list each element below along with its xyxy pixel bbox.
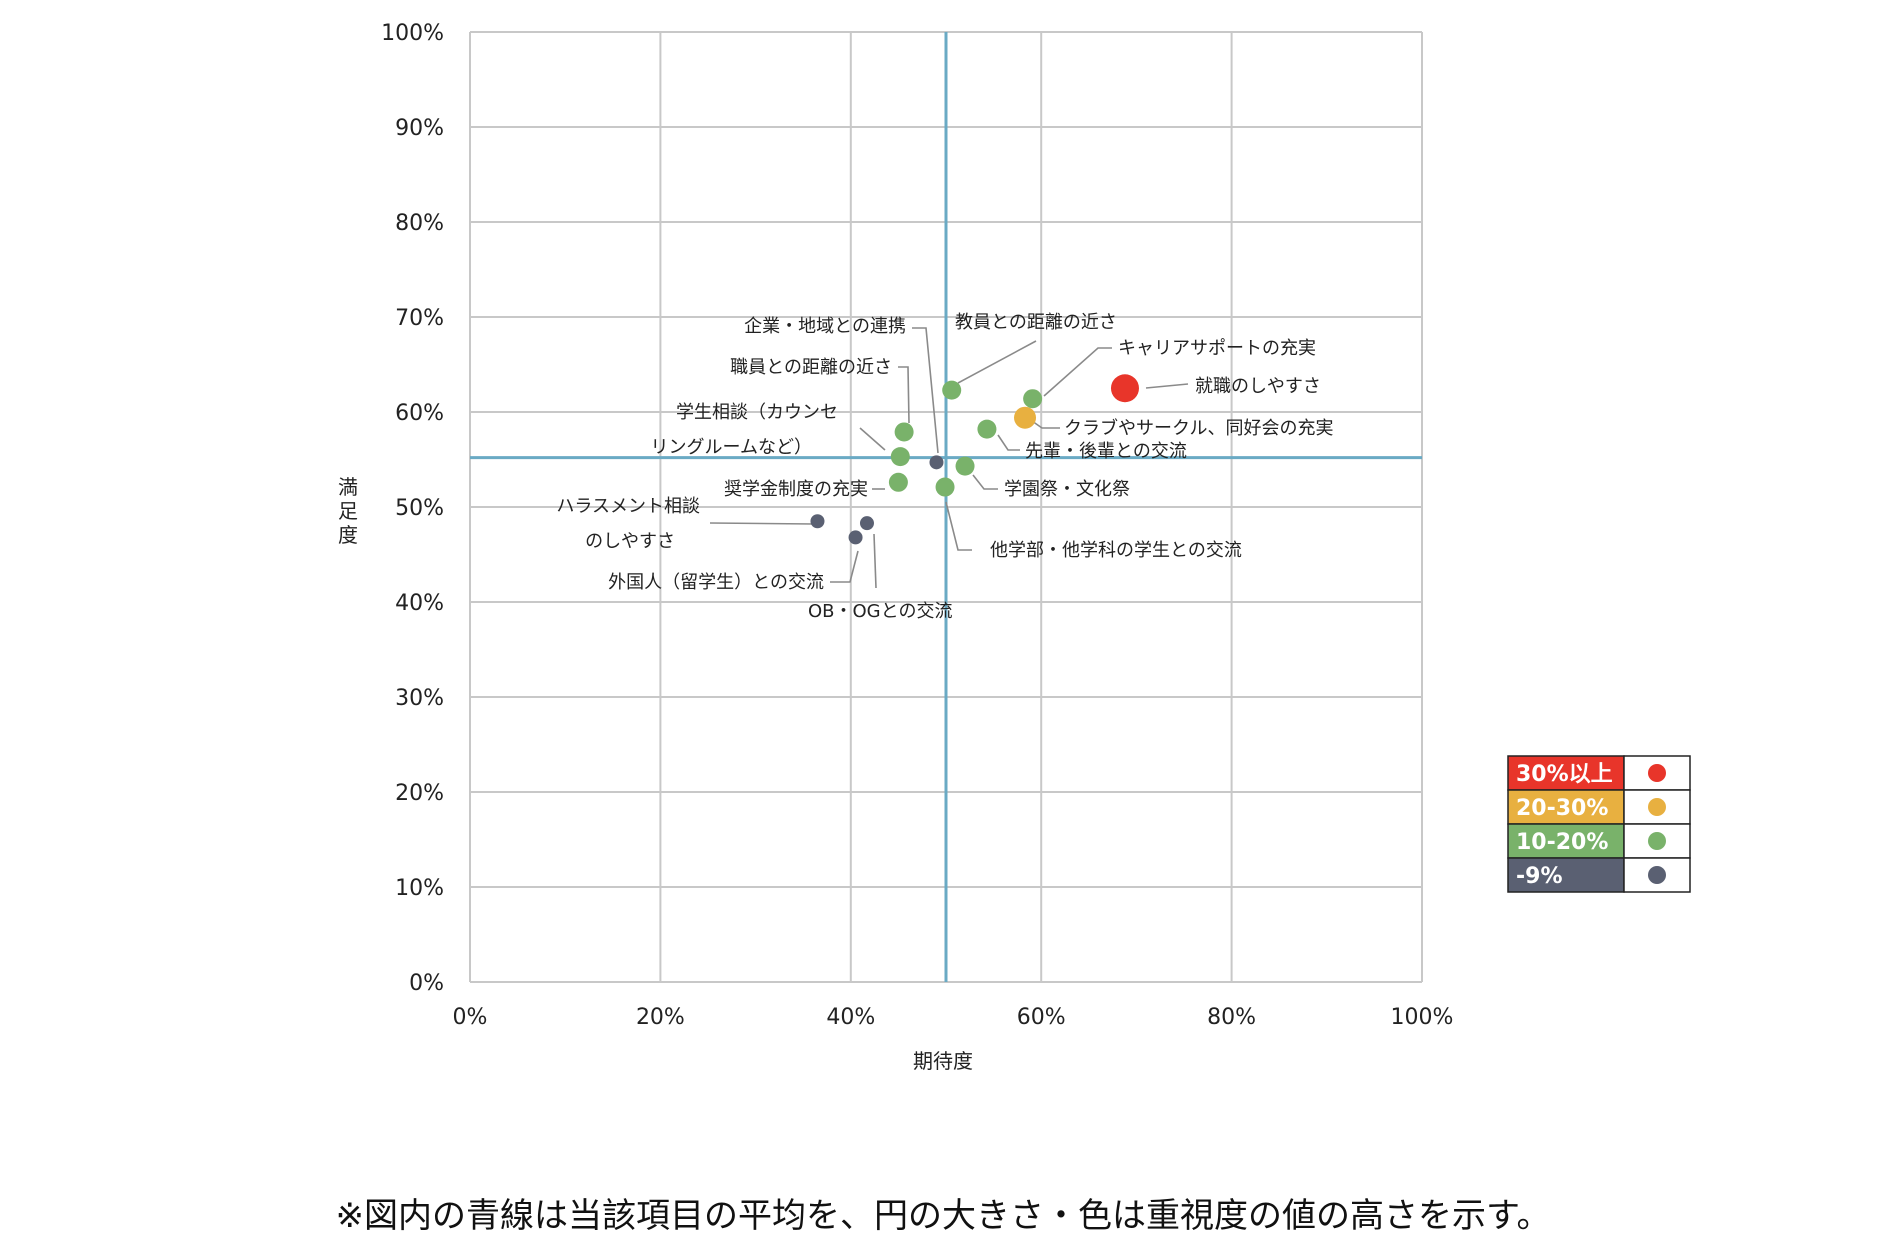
y-tick-label: 10% xyxy=(395,876,444,901)
point-label: 学生相談（カウンセ xyxy=(676,402,838,423)
x-tick-label: 100% xyxy=(1391,1005,1454,1030)
point-label: 企業・地域との連携 xyxy=(744,316,906,337)
leader-line xyxy=(1043,347,1112,397)
leader-line xyxy=(945,501,972,551)
data-point xyxy=(977,419,997,439)
footnote: ※図内の青線は当該項目の平均を、円の大きさ・色は重視度の値の高さを示す。 xyxy=(335,1196,1551,1236)
point-label: 学園祭・文化祭 xyxy=(1004,479,1130,500)
data-point xyxy=(888,472,908,492)
leader-line xyxy=(898,366,910,424)
point-label: 教員との距離の近さ xyxy=(955,312,1117,333)
point-label: 奨学金制度の充実 xyxy=(724,479,868,500)
x-tick-label: 80% xyxy=(1207,1005,1256,1030)
x-tick-label: 0% xyxy=(453,1005,488,1030)
x-tick-label: 60% xyxy=(1017,1005,1066,1030)
leader-line xyxy=(912,327,939,454)
point-label: のしやすさ xyxy=(585,531,675,552)
data-point xyxy=(935,477,955,497)
legend-marker xyxy=(1648,764,1666,782)
legend-marker xyxy=(1648,832,1666,850)
leader-line xyxy=(1145,383,1189,389)
legend-marker xyxy=(1648,866,1666,884)
y-axis-title: 満足度 xyxy=(338,475,358,547)
legend-label: 30%以上 xyxy=(1516,762,1613,787)
legend-label: 20-30% xyxy=(1516,796,1608,821)
data-point xyxy=(810,514,825,529)
x-tick-label: 40% xyxy=(826,1005,875,1030)
y-tick-label: 80% xyxy=(395,211,444,236)
leader-line xyxy=(957,340,1037,384)
legend-marker xyxy=(1648,798,1666,816)
label-leaders xyxy=(709,327,1189,589)
point-label: 他学部・他学科の学生との交流 xyxy=(990,540,1242,561)
leader-line xyxy=(709,522,815,525)
point-label: 外国人（留学生）との交流 xyxy=(608,572,824,593)
y-tick-label: 70% xyxy=(395,306,444,331)
leader-line xyxy=(997,434,1020,451)
point-label: 先輩・後輩との交流 xyxy=(1025,441,1187,462)
data-point xyxy=(942,380,962,400)
leader-line xyxy=(972,474,998,490)
data-point xyxy=(848,530,863,545)
mean-lines xyxy=(470,32,1422,982)
point-label: クラブやサークル、同好会の充実 xyxy=(1064,417,1333,439)
legend-label: -9% xyxy=(1516,864,1562,889)
data-point xyxy=(894,422,914,442)
y-tick-label: 90% xyxy=(395,116,444,141)
data-point xyxy=(1014,406,1037,429)
point-label: OB・OGとの交流 xyxy=(808,601,952,622)
leader-line xyxy=(1031,420,1060,429)
y-tick-label: 40% xyxy=(395,591,444,616)
data-point xyxy=(890,447,910,467)
x-axis-title: 期待度 xyxy=(913,1049,973,1073)
point-label: キャリアサポートの充実 xyxy=(1118,338,1316,359)
leader-line xyxy=(859,427,886,451)
data-points xyxy=(810,374,1139,545)
leader-line xyxy=(873,533,877,589)
legend-label: 10-20% xyxy=(1516,830,1608,855)
data-point xyxy=(859,516,874,531)
data-point xyxy=(929,455,944,470)
data-point xyxy=(1110,374,1139,403)
legend-swatch xyxy=(1507,789,1625,825)
point-label: 就職のしやすさ xyxy=(1195,376,1321,397)
y-tick-label: 30% xyxy=(395,686,444,711)
legend-swatch xyxy=(1507,857,1625,893)
y-tick-label: 60% xyxy=(395,401,444,426)
legend-swatch xyxy=(1507,755,1625,791)
leader-line xyxy=(830,550,859,583)
point-label: ハラスメント相談 xyxy=(556,496,700,517)
y-tick-label: 20% xyxy=(395,781,444,806)
tick-labels: 0% 20% 40% 60% 80% 100% 0% 10% 20% 30% 40% 50% 60% 70… xyxy=(381,21,1453,1030)
point-label: 職員との距離の近さ xyxy=(730,357,892,378)
data-point xyxy=(955,456,975,476)
y-tick-label: 50% xyxy=(395,496,444,521)
data-point xyxy=(1023,389,1043,409)
legend: 30%以上 20-30% 10-20% -9% xyxy=(1507,755,1691,893)
point-label: リングルームなど） xyxy=(651,437,812,458)
x-tick-label: 20% xyxy=(636,1005,685,1030)
y-tick-label: 0% xyxy=(409,971,444,996)
y-tick-label: 100% xyxy=(381,21,444,46)
